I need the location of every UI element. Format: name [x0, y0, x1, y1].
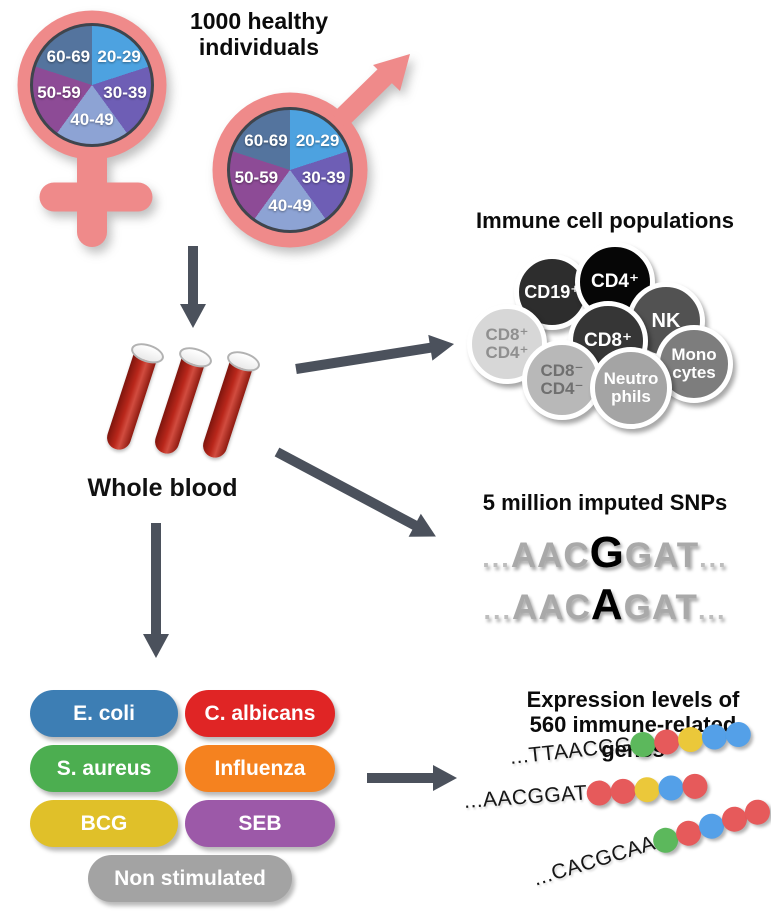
expression-dot: [724, 720, 753, 748]
pill-label: BCG: [80, 811, 128, 835]
pie-slice-label-40-49: 40-49: [70, 110, 114, 130]
pill-label: Non stimulated: [114, 866, 266, 890]
gene-row-2: ...AACGGAT: [463, 771, 708, 816]
arrow-head-icon: [428, 331, 457, 361]
main-title-line1: 1000 healthy: [189, 8, 329, 34]
ellipsis: ...: [482, 543, 511, 573]
cell-cd8-pos-cd4-pos: CD8⁺ CD4⁺: [467, 304, 547, 384]
stimulus-saureus: S. aureus: [30, 745, 178, 792]
ellipsis: ...: [699, 543, 728, 573]
arrow-head-icon: [143, 634, 169, 658]
pie-slice-label-20-29: 20-29: [295, 131, 340, 151]
arrow-stimuli-to-expression: [367, 765, 457, 791]
pie-slice-label-60-69: 60-69: [46, 46, 91, 66]
seq-right: GAT: [624, 536, 700, 575]
blood-tube-icon: [103, 339, 167, 456]
gene-row-3: ...CACGCAA: [530, 795, 771, 894]
expression-dot: [657, 774, 684, 801]
stimulus-influenza: Influenza: [185, 745, 335, 792]
arrow-blood-to-snps: [271, 441, 443, 548]
pie-slice-label-30-39: 30-39: [301, 168, 346, 188]
expression-dot: [609, 777, 637, 805]
stimulus-bcg: BCG: [30, 800, 178, 847]
cell-label: NK: [651, 309, 681, 332]
pill-label: Influenza: [214, 756, 306, 780]
expression-dot: [585, 779, 613, 806]
arrow-head-icon: [433, 765, 457, 791]
cell-cd8-neg-cd4-neg: CD8⁻ CD4⁻: [522, 340, 602, 420]
pill-label: C. albicans: [204, 701, 316, 725]
seq-left: AAC: [510, 536, 590, 575]
expression-dot: [677, 725, 705, 753]
whole-blood-label: Whole blood: [87, 474, 238, 502]
male-age-pie: 60-69 20-29 50-59 30-39 40-49: [227, 107, 353, 233]
female-symbol: 60-69 20-29 50-59 30-39 40-49: [16, 6, 206, 254]
arrow-shaft: [151, 523, 161, 636]
cell-label: Neutro phils: [603, 369, 659, 406]
ellipsis: ...: [483, 594, 513, 625]
expression-dot: [681, 772, 708, 800]
cell-label: CD19⁺: [524, 281, 580, 302]
main-title-line2: individuals: [198, 33, 320, 60]
pie-slice-label-30-39: 30-39: [103, 83, 147, 103]
snps-title: 5 million imputed SNPs: [482, 490, 728, 515]
arrow-shaft: [188, 246, 198, 306]
expression-dot: [653, 727, 681, 756]
seq-left: AAC: [512, 587, 591, 627]
stimulus-nonstimulated: Non stimulated: [88, 855, 292, 902]
immune-cell-cluster: CD19⁺ CD4⁺ NK CD8⁺ CD4⁺ CD8⁺ Mono cytes …: [465, 235, 771, 440]
cell-label: Mono cytes: [671, 345, 717, 382]
snp-sequences: ...AACGGAT... ...AACAGAT...: [450, 527, 760, 631]
arrow-blood-to-cells: [294, 331, 457, 382]
arrow-individuals-to-blood: [180, 246, 206, 328]
cell-label: CD8⁺: [583, 330, 633, 352]
stimulus-calbicans: C. albicans: [185, 690, 335, 737]
male-icon: [212, 54, 410, 248]
arrow-blood-to-stimuli: [143, 523, 169, 658]
expression-dot: [633, 775, 661, 803]
pill-label: S. aureus: [56, 756, 152, 780]
stimulus-seb: SEB: [185, 800, 335, 847]
pie-slice-label-40-49: 40-49: [268, 196, 312, 215]
pill-label: SEB: [238, 811, 282, 835]
immune-cells-title: Immune cell populations: [476, 208, 734, 233]
cell-label: CD8⁺ CD4⁺: [485, 325, 529, 362]
pie-slice-label-50-59: 50-59: [37, 83, 81, 103]
pie-slice-label-20-29: 20-29: [97, 46, 141, 66]
cell-label: CD8⁻ CD4⁻: [540, 361, 584, 398]
snp-sequence-1: ...AACGGAT...: [450, 527, 760, 579]
arrow-shaft: [274, 447, 419, 531]
stimulus-ecoli: E. coli: [30, 690, 178, 737]
female-icon: [17, 10, 167, 247]
arrow-shaft: [295, 342, 434, 374]
snp-variant-allele: A: [590, 579, 624, 629]
expression-title-line1: Expression levels of: [526, 687, 740, 712]
snp-variant-allele: G: [589, 528, 625, 577]
gene-sequence: ...AACGGAT: [463, 781, 589, 813]
cell-neutrophils: Neutro phils: [590, 347, 672, 429]
gene-sequence: ...CACGCAA: [530, 831, 659, 891]
arrow-shaft: [367, 773, 435, 783]
cell-label: CD4⁺: [590, 271, 640, 293]
seq-right: GAT: [623, 587, 698, 627]
ellipsis: ...: [697, 594, 727, 625]
pie-slice-label-50-59: 50-59: [234, 168, 279, 188]
main-title: 1000 healthy individuals: [183, 8, 335, 60]
expression-dot: [701, 722, 729, 751]
pie-slice-label-60-69: 60-69: [244, 131, 288, 151]
pill-label: E. coli: [73, 701, 135, 725]
snp-sequence-2: ...AACAGAT...: [450, 579, 760, 631]
arrow-head-icon: [180, 304, 206, 328]
male-symbol: 60-69 20-29 50-59 30-39 40-49: [205, 40, 417, 256]
female-age-pie: 60-69 20-29 50-59 30-39 40-49: [30, 23, 154, 147]
expression-dot: [629, 730, 657, 758]
